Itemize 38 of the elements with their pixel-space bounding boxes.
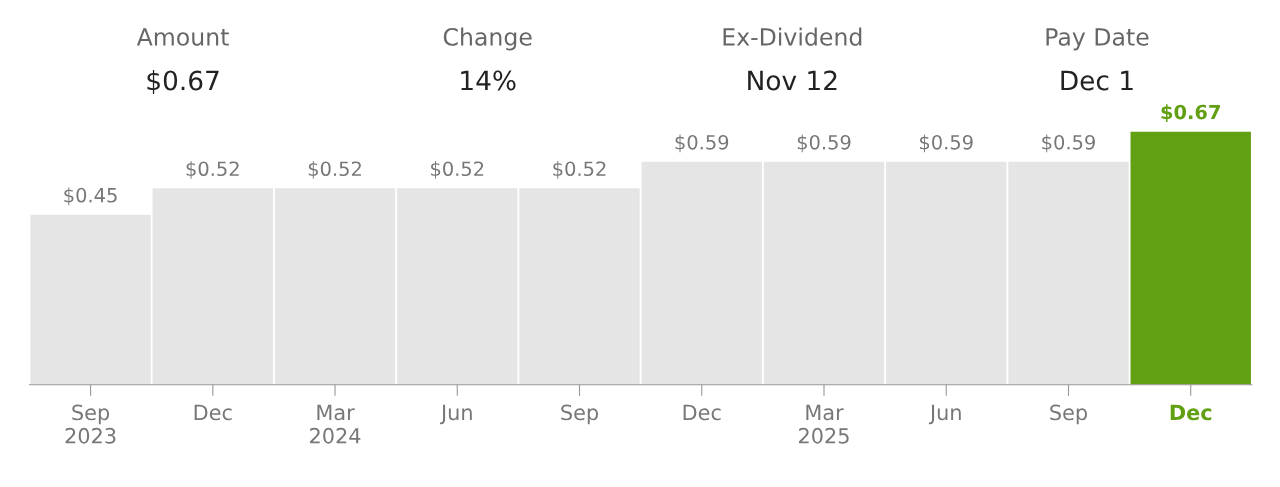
bar [641, 161, 762, 385]
bar [152, 188, 273, 385]
text: Change [443, 27, 532, 51]
data-label: $0.52 [553, 161, 606, 179]
text: 14% [461, 70, 516, 91]
bar [519, 188, 640, 385]
x-tick-label: Mar 2025 [799, 404, 849, 444]
data-label: $0.67 [1161, 104, 1220, 122]
text: Nov 12 [748, 70, 837, 91]
data-label: $0.59 [1042, 134, 1095, 153]
text: Pay Date [1046, 28, 1149, 51]
x-tick-label: Dec [1170, 404, 1212, 421]
x-tick-label: Dec [194, 404, 232, 421]
x-tick-label: Jun [928, 404, 961, 425]
text: Dec 1 [1061, 70, 1133, 91]
x-tick-label: Sep 2023 [65, 404, 116, 444]
bar [30, 214, 151, 385]
data-label: $0.45 [64, 187, 117, 206]
bar [397, 188, 518, 385]
x-tick-label: Sep [561, 404, 599, 425]
text: Ex-Dividend [723, 27, 862, 46]
data-label: $0.52 [431, 161, 484, 179]
data-label: $0.59 [675, 134, 729, 153]
data-label: $0.52 [308, 161, 361, 179]
x-tick-label: Sep [1050, 404, 1087, 425]
data-label: $0.52 [186, 161, 239, 179]
data-label: $0.59 [920, 134, 973, 153]
x-tick-label: Jun [439, 404, 472, 425]
bar [1130, 131, 1251, 385]
bar [274, 188, 396, 385]
data-label: $0.59 [797, 134, 851, 153]
text: Amount [136, 28, 229, 46]
x-tick-label: Mar 2024 [310, 404, 361, 444]
text: $0.67 [147, 70, 219, 94]
bar [886, 161, 1007, 385]
x-tick-label: Dec [683, 404, 721, 421]
bar [1008, 161, 1129, 385]
bar [763, 161, 885, 385]
